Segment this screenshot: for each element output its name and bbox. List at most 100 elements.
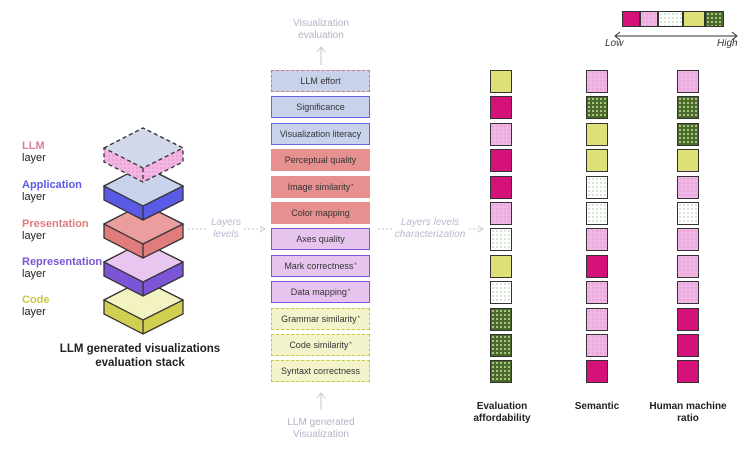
rating-cell [586, 175, 608, 199]
visualization-evaluation-label: Visualization evaluation [266, 18, 376, 42]
metric-box-visualization-literacy: Visualization literacy [271, 122, 370, 145]
rating-cell [586, 149, 608, 173]
rating-cell [490, 202, 512, 225]
metric-label: Code similarity [289, 340, 349, 350]
bottom-arrow-head [316, 392, 326, 399]
rating-cell [677, 202, 699, 225]
metric-label: Color mapping [291, 208, 350, 218]
code-layer-label: Code layer [22, 294, 50, 318]
application-layer-word: layer [22, 191, 46, 203]
code-layer-slab [102, 279, 185, 335]
rating-cell [677, 307, 699, 331]
rating-cell [677, 122, 699, 146]
metric-label: Axes quality [296, 234, 345, 245]
rating-cell [490, 70, 512, 93]
rating-cell [586, 96, 608, 120]
representation-layer-word: layer [22, 268, 46, 280]
llm-generated-visualization-label: LLM generated Visualization [266, 417, 376, 441]
bottom-label-line1: LLM generated [287, 417, 355, 428]
rating-cell [677, 228, 699, 252]
legend-swatch-mid [658, 11, 683, 27]
top-arrow-head [316, 46, 326, 53]
right-label-line2: characterization [394, 229, 466, 240]
rating-cell [490, 122, 512, 146]
metric-box-image-similarity: Image similarity * [271, 175, 370, 198]
metric-label: Syntaxt correctness [280, 366, 361, 377]
rating-cell [586, 307, 608, 331]
presentation-layer-label: Presentation layer [22, 218, 89, 242]
mid-label-line2: levels [213, 229, 239, 240]
representation-layer-slab [102, 241, 185, 297]
rating-cell [490, 228, 512, 252]
star-mark: * [357, 315, 360, 322]
metric-box-perceptual-quality: Perceptual quality [271, 149, 370, 172]
application-layer-label: Application layer [22, 179, 82, 203]
rating-cell [586, 360, 608, 384]
metric-label: Perceptual quality [284, 155, 357, 166]
top-label-line1: Visualization [293, 18, 349, 29]
metric-box-color-mapping: Color mapping [271, 202, 370, 224]
star-mark: * [347, 289, 351, 296]
metric-box-grammar-similarity: Grammar similarity * [271, 307, 370, 330]
metric-label: Data mapping [290, 287, 347, 298]
column-title-hmr-line2: ratio [677, 413, 699, 424]
rating-cell [490, 254, 512, 278]
application-layer-slab [102, 165, 185, 221]
legend-swatch-high [705, 11, 724, 27]
rating-cell [677, 149, 699, 173]
rating-cell [677, 96, 699, 120]
top-label-line2: evaluation [298, 30, 344, 41]
star-mark: * [349, 342, 352, 348]
layers-levels-characterization-label: Layers levels characterization [388, 217, 472, 241]
rating-cell [586, 202, 608, 225]
metric-label: Grammar similarity [281, 313, 357, 324]
metric-label: Visualization literacy [279, 128, 362, 139]
metric-box-syntaxt-correctness: Syntaxt correctness [271, 360, 370, 383]
rating-cell [677, 175, 699, 199]
rating-cell [677, 360, 699, 384]
star-mark: * [354, 262, 357, 269]
rating-cell [490, 334, 512, 357]
metric-label: Image similarity [287, 181, 351, 192]
legend-arrow [614, 31, 738, 41]
stack-caption-line1: LLM generated visualizations [59, 343, 221, 355]
metric-label: LLM effort [300, 76, 341, 86]
column-title-semantic: Semantic [557, 401, 637, 413]
rating-cell [490, 149, 512, 173]
metric-label: Mark correctness [284, 260, 354, 271]
legend-swatch-mid-high [683, 11, 705, 27]
rating-cell [586, 281, 608, 305]
rating-cell [586, 254, 608, 278]
rating-cell [677, 334, 699, 357]
metric-box-data-mapping: Data mapping * [271, 281, 370, 304]
mid-label-line1: Layers [210, 217, 241, 228]
representation-layer-name: Representation [22, 256, 103, 268]
representation-layer-label: Representation layer [22, 256, 102, 280]
metric-box-significance: Significance [271, 96, 370, 119]
legend-high-label: High [717, 38, 738, 49]
code-layer-name: Code [22, 294, 50, 306]
metric-box-llm-effort: LLM effort [271, 70, 370, 92]
rating-cell [586, 122, 608, 146]
right-arrow-head [477, 225, 484, 233]
code-layer-word: layer [22, 306, 46, 318]
presentation-layer-word: layer [22, 230, 46, 242]
column-title-affordability-line1: Evaluation [476, 401, 528, 412]
llm-layer-word: layer [22, 152, 46, 164]
column-title-hmr-line1: Human machine [649, 401, 727, 412]
application-layer-name: Application [22, 179, 82, 191]
stack-caption: LLM generated visualizations evaluation … [40, 342, 240, 370]
column-title-human-machine-ratio: Human machine ratio [643, 401, 733, 425]
llm-layer-name: LLM [22, 140, 45, 152]
right-label-line1: Layers levels [400, 217, 460, 228]
column-title-affordability: Evaluation affordability [462, 401, 542, 425]
legend-swatch-mid-low [640, 11, 658, 27]
metric-label: Significance [296, 102, 345, 113]
bottom-label-line2: Visualization [293, 429, 349, 440]
rating-cell [586, 70, 608, 93]
presentation-layer-name: Presentation [22, 218, 89, 230]
rating-cell [586, 228, 608, 252]
legend-low-label: Low [605, 38, 624, 49]
column-title-affordability-line2: affordability [473, 413, 531, 424]
layers-levels-label: Layers levels [204, 217, 248, 241]
